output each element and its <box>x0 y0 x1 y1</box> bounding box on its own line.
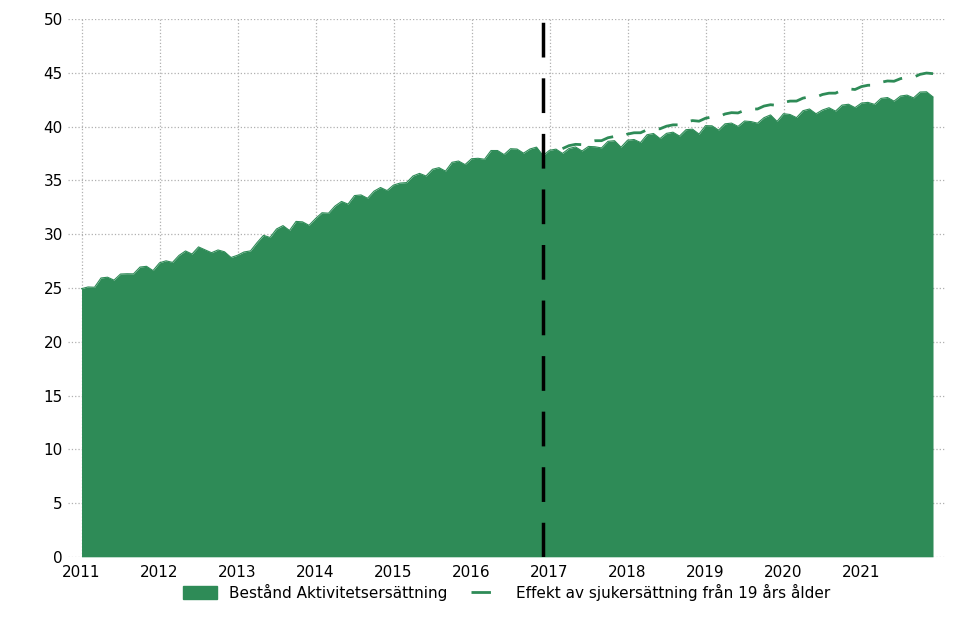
Legend: Bestånd Aktivitetsersättning, Effekt av sjukersättning från 19 års ålder: Bestånd Aktivitetsersättning, Effekt av … <box>176 576 838 608</box>
